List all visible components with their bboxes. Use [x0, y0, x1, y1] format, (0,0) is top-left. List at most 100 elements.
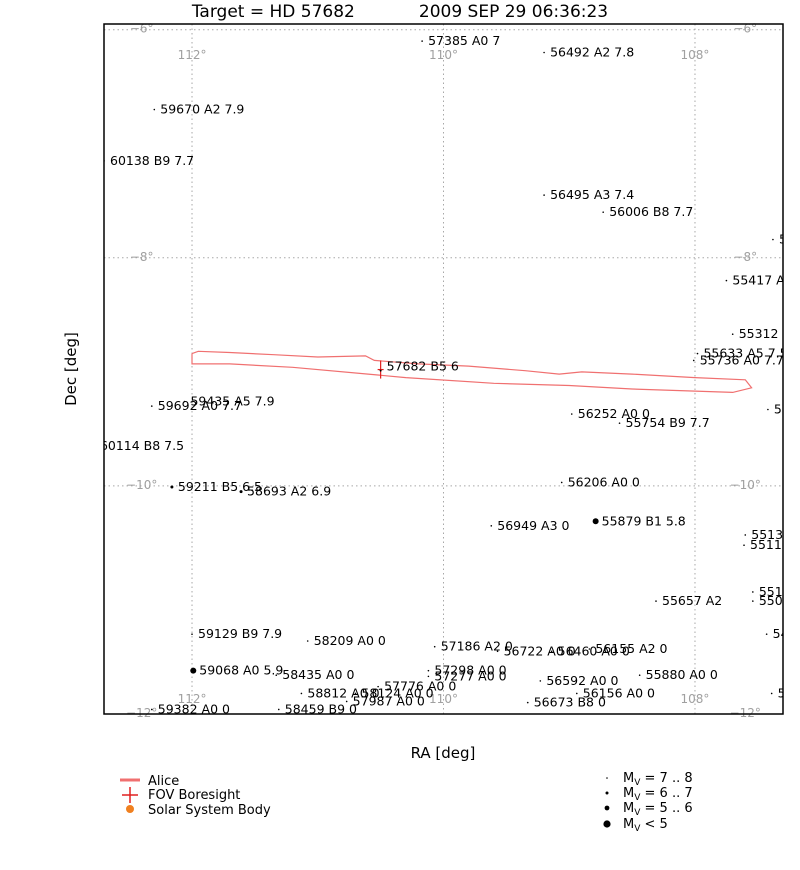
star-label: 54: [773, 626, 789, 641]
star-layer: 57385 A0 7 56492 A2 7.8 59670 A2 7.9 60138 …: [93, 33, 799, 716]
boresight-star-point: [379, 369, 382, 372]
star-label: 59129 B9 7.9: [198, 626, 282, 641]
star-point: [743, 544, 745, 547]
legend-mag-6-7-swatch: [605, 791, 609, 795]
star-label: 54: [774, 401, 790, 416]
title-target: Target = HD 57682: [191, 2, 355, 22]
star-label: 55736 A0 7.7: [700, 352, 784, 367]
star-point: [692, 359, 695, 362]
star-point: [725, 279, 728, 282]
ra-grid-label: 108°: [681, 692, 710, 706]
legend-mag-5-6-swatch: [604, 805, 610, 811]
star-point: [93, 445, 95, 447]
star-label: 55879 B1 5.8: [602, 513, 686, 528]
plot-frame: [103, 23, 784, 715]
star-point: [239, 490, 243, 494]
star-label: 56156 A0 0: [583, 685, 655, 700]
star-label: 56460 A0 0: [558, 643, 630, 658]
star-point: [772, 238, 774, 241]
y-axis-label: Dec [deg]: [62, 332, 80, 406]
star-label: 56206 A0 0: [568, 474, 640, 489]
star-point: [306, 640, 309, 642]
legend-mag-7-8-swatch: [606, 777, 608, 779]
star-label: 57298 A0 0: [434, 663, 506, 678]
star-point: [433, 645, 436, 648]
ra-grid-label: 110°: [429, 692, 458, 706]
star-label: 54: [779, 232, 795, 247]
star-label: 56592 A0 0: [546, 673, 618, 688]
star-label: 58435 A0 0: [282, 667, 354, 682]
star-label: 59692 A0 7.7: [158, 398, 242, 413]
dec-grid-label: −8°: [130, 250, 154, 264]
star-point: [744, 534, 747, 536]
star-point: [427, 669, 430, 672]
legend-boresight-swatch: [122, 787, 138, 803]
star-label: 56722 A0 0: [504, 643, 576, 658]
star-label: 58459 B9 0: [285, 701, 357, 716]
star-point: [752, 600, 754, 602]
star-point: [539, 680, 542, 682]
star-point: [575, 692, 578, 695]
star-label: 55754 B9 7.7: [626, 415, 710, 430]
star-point: [496, 650, 499, 653]
star-point: [765, 633, 768, 635]
star-point: [588, 648, 591, 650]
star-label: 56006 B8 7.7: [609, 204, 693, 219]
legend-solar-swatch: [126, 805, 134, 813]
star-label: 60114 B8 7.5: [100, 438, 184, 453]
star-point: [526, 701, 529, 704]
star-label: 56495 A3 7.4: [550, 187, 634, 202]
star-label: 55417 A0: [732, 273, 792, 288]
star-label: 56252 A0 0: [578, 406, 650, 421]
ra-grid-label: 108°: [681, 48, 710, 62]
star-label: 57987 A0 0: [353, 693, 425, 708]
star-label: 59670 A2 7.9: [160, 102, 244, 117]
legend-mag-lt5-label: MV < 5: [623, 817, 668, 834]
legend-mag-7-8-label: MV = 7 .. 8: [623, 771, 693, 788]
star-point: [543, 51, 545, 54]
star-label: 56492 A2 7.8: [550, 45, 634, 60]
star-label: 56673 B8 0: [534, 695, 606, 710]
star-label: 56155 A2 0: [595, 641, 667, 656]
legend-alice-label: Alice: [148, 774, 179, 789]
star-point: [300, 692, 303, 695]
star-point: [696, 352, 699, 355]
ra-grid-label: 112°: [178, 692, 207, 706]
star-label: 55312 B: [739, 326, 791, 341]
boresight-layer: 57682 B5 6: [377, 359, 459, 379]
star-point: [345, 700, 348, 703]
alice-track: [191, 350, 753, 394]
star-label: 58124 A0 0: [361, 685, 433, 700]
star-point: [602, 211, 604, 213]
chart-title: Target = HD 57682 2009 SEP 29 06:36:23: [0, 0, 800, 24]
star-label: 57186 A2 0: [441, 639, 513, 654]
star-point: [183, 400, 186, 403]
star-label: 58812 A0 0: [307, 685, 379, 700]
star-label: 55657 A2: [662, 593, 722, 608]
dec-grid-label: −8°: [733, 250, 757, 264]
star-label: 59435 A5 7.9: [190, 394, 274, 409]
star-label: 56949 A3 0: [497, 518, 569, 533]
star-point: [770, 692, 773, 695]
star-point: [377, 685, 379, 688]
star-point: [490, 525, 493, 527]
star-point: [421, 40, 423, 42]
star-point: [354, 692, 357, 695]
legend-solar-label: Solar System Body: [148, 803, 271, 818]
star-point: [275, 674, 278, 677]
star-label: 55120: [759, 584, 799, 599]
dec-grid-label: −12°: [730, 706, 761, 720]
star-point: [638, 674, 641, 677]
star-point: [655, 600, 657, 602]
star-label: 5: [778, 685, 786, 700]
star-point: [618, 422, 621, 424]
legend-mag-6-7-label: MV = 6 .. 7: [623, 786, 693, 803]
star-label: 55118: [750, 537, 790, 552]
star-point: [767, 408, 769, 411]
star-label: 59382 A0 0: [158, 701, 230, 716]
star-point: [153, 108, 156, 111]
dec-grid-label: −12°: [126, 706, 157, 720]
star-point: [170, 485, 174, 489]
star-point: [560, 481, 563, 484]
star-point: [427, 675, 430, 678]
